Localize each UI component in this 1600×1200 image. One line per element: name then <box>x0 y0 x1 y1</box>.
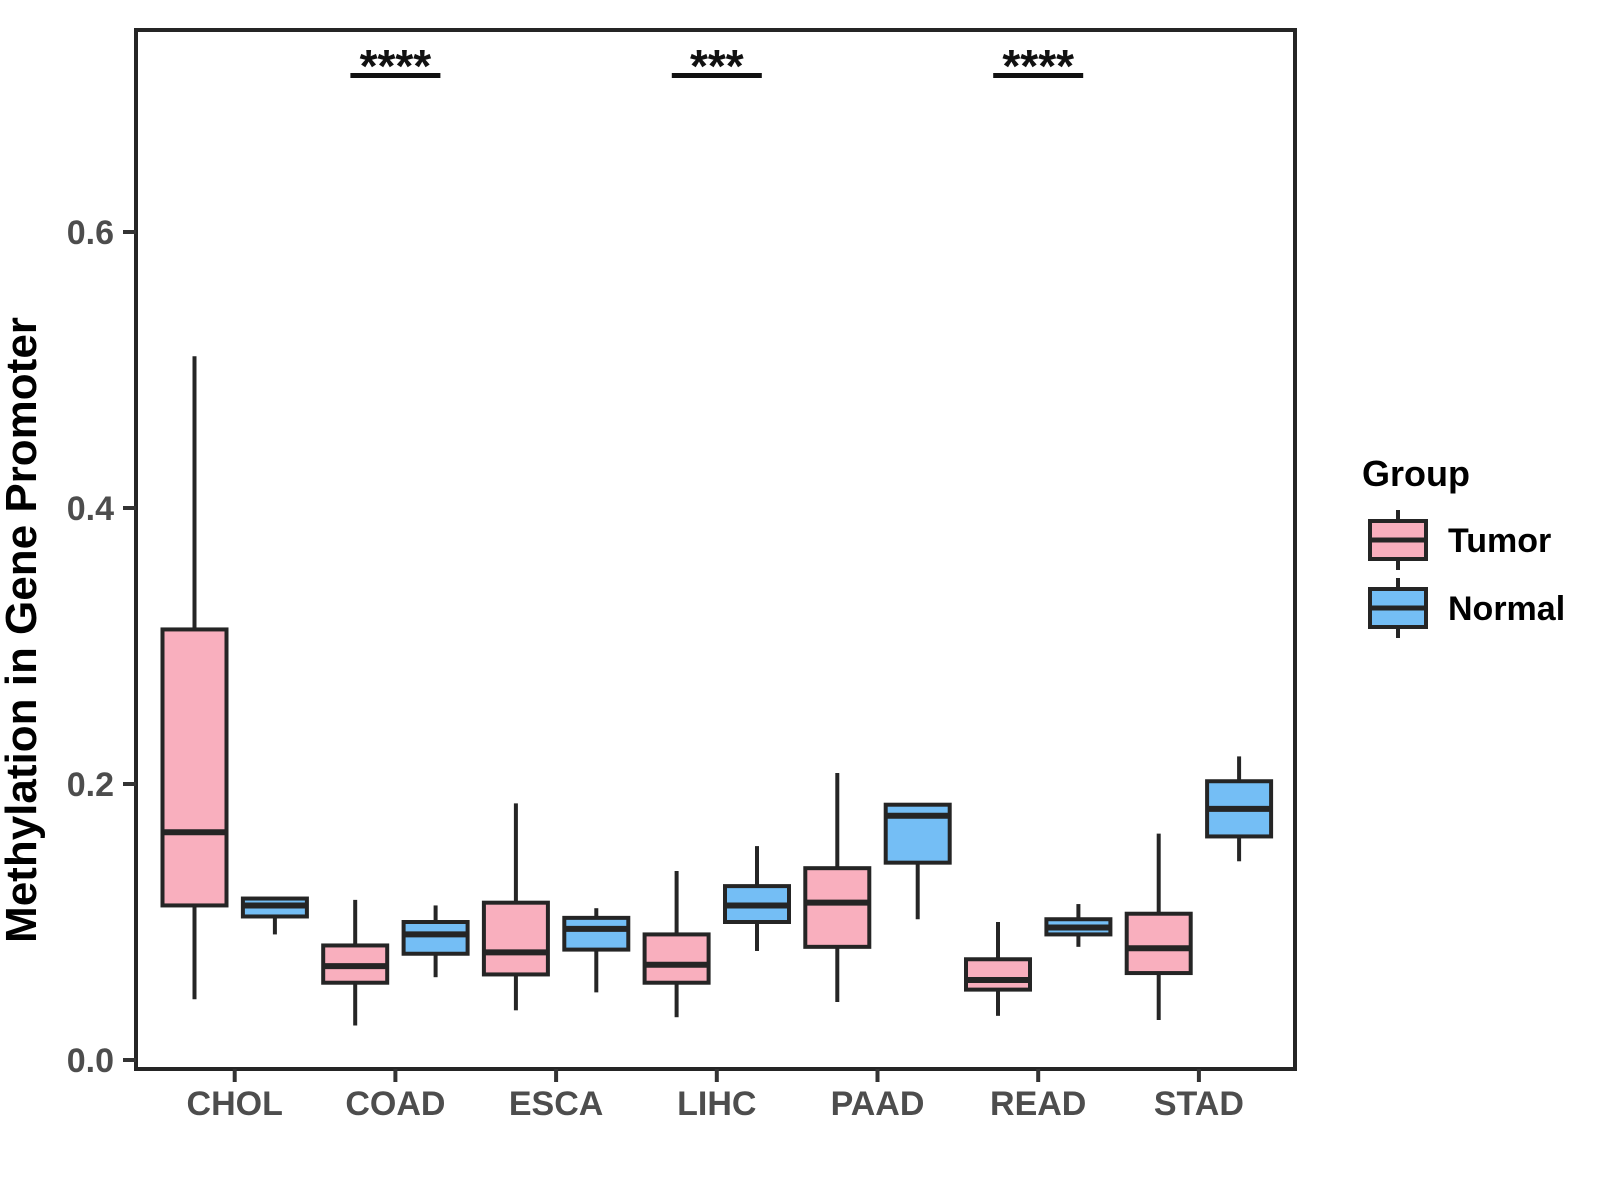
box-normal-coad <box>401 920 470 956</box>
significance-label-lihc: *** <box>690 40 744 92</box>
box-tumor-paad <box>803 866 872 949</box>
significance-label-coad: **** <box>360 40 432 92</box>
x-axis-label-chol: CHOL <box>187 1085 283 1123</box>
box-tumor-chol <box>160 627 229 908</box>
box-tumor-read <box>964 957 1032 992</box>
plot-panel <box>134 28 1297 1071</box>
x-axis-label-stad: STAD <box>1154 1085 1244 1123</box>
significance-bar-lihc <box>671 73 762 78</box>
box-normal-esca <box>562 915 631 952</box>
y-axis-tick-label: 0.6 <box>67 214 114 252</box>
legend-title: Group <box>1362 453 1470 494</box>
significance-bar-coad <box>350 73 441 78</box>
y-axis-tick-label: 0.2 <box>67 766 114 804</box>
box-tumor-lihc <box>642 932 711 985</box>
y-axis-tick-label: 0.4 <box>67 490 114 528</box>
x-axis-label-paad: PAAD <box>831 1085 925 1123</box>
x-axis-label-read: READ <box>990 1085 1086 1123</box>
legend-label-normal: Normal <box>1448 590 1565 628</box>
x-axis-label-esca: ESCA <box>509 1085 603 1123</box>
x-axis-label-coad: COAD <box>345 1085 445 1123</box>
significance-label-read: **** <box>1002 40 1074 92</box>
significance-bar-read <box>993 73 1084 78</box>
box-tumor-esca <box>481 900 550 977</box>
y-axis-tick-label: 0.0 <box>67 1042 114 1080</box>
y-axis-title: Methylation in Gene Promoter <box>0 317 46 943</box>
legend-label-tumor: Tumor <box>1448 522 1551 560</box>
x-axis-label-lihc: LIHC <box>677 1085 756 1123</box>
box-tumor-stad <box>1124 911 1193 976</box>
